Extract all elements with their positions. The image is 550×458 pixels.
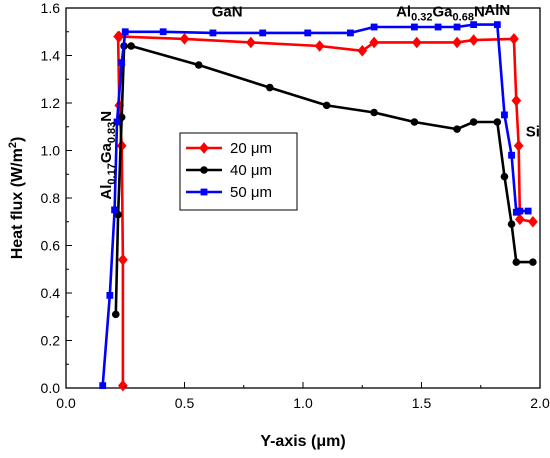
data-point — [314, 40, 325, 52]
data-point — [113, 118, 121, 126]
legend-marker — [200, 188, 208, 196]
data-point — [410, 23, 418, 31]
legend-entry: 40 μm — [186, 162, 272, 179]
data-point — [468, 34, 479, 46]
y-tick-label: 0.4 — [41, 285, 61, 301]
data-point — [99, 382, 107, 390]
data-point — [194, 61, 203, 69]
data-point — [118, 253, 128, 266]
x-tick-label: 2.0 — [530, 395, 550, 411]
y-tick-label: 0.0 — [41, 380, 61, 396]
plot-area-border — [65, 7, 541, 389]
data-point — [411, 36, 422, 49]
data-point — [524, 207, 532, 215]
series-2 — [111, 42, 537, 319]
data-point — [118, 59, 126, 67]
data-point — [452, 36, 462, 49]
annotation-aln: AlN — [484, 2, 510, 19]
data-point — [369, 36, 379, 49]
data-point — [501, 111, 508, 119]
data-point — [259, 29, 267, 37]
data-point — [127, 42, 135, 50]
data-point — [111, 206, 118, 214]
legend: 20 μm 40 μm 50 μm — [179, 132, 298, 211]
plot-frame — [65, 7, 541, 389]
data-point — [529, 258, 537, 266]
legend-label: 20 μm — [230, 140, 272, 157]
data-point — [509, 33, 519, 45]
series-line — [114, 44, 533, 315]
data-point — [121, 28, 129, 36]
data-point — [500, 172, 509, 181]
annotation-si: Si — [526, 123, 540, 140]
data-point — [453, 23, 461, 31]
data-point — [106, 291, 114, 299]
data-point — [246, 36, 256, 49]
data-point — [470, 21, 478, 29]
data-point — [515, 213, 525, 226]
x-tick-label: 1.0 — [293, 395, 313, 411]
data-point — [453, 125, 461, 133]
legend-marker — [199, 142, 209, 154]
data-point — [410, 118, 419, 126]
region-annotations: GaN Al0.32Ga0.68N AlN Si Al0.17Ga0.83N — [98, 2, 540, 199]
data-point — [516, 207, 524, 215]
y-tick-label: 0.2 — [41, 333, 61, 349]
data-point — [370, 108, 378, 117]
y-tick-label: 1.0 — [41, 143, 61, 159]
y-tick-label: 0.6 — [41, 238, 61, 254]
y-axis-title: Heat flux (W/m2) — [7, 137, 26, 260]
data-point — [159, 28, 167, 36]
axis-ticks: 0.0 0.5 1.0 1.5 2.0 0.0 0.2 0.4 0.6 0.8 1.0 1.2 1.4 1… — [41, 0, 550, 411]
legend-entry: 50 μm — [186, 184, 272, 201]
data-point — [508, 151, 515, 159]
data-point — [469, 118, 478, 126]
series-line — [101, 23, 529, 386]
y-tick-label: 1.2 — [41, 95, 61, 111]
data-point — [512, 208, 520, 216]
data-point — [511, 94, 522, 107]
data-point — [347, 29, 354, 37]
legend-entry: 20 μm — [186, 140, 272, 157]
annotation-algan17: Al0.17Ga0.83N — [98, 111, 118, 200]
data-point — [528, 215, 538, 228]
series-group — [99, 21, 538, 392]
y-tick-label: 1.6 — [41, 0, 61, 16]
data-point — [357, 44, 368, 57]
annotation-algan32: Al0.32Ga0.68N — [396, 3, 485, 23]
series-line — [116, 35, 534, 386]
data-point — [512, 258, 521, 266]
data-point — [322, 101, 331, 110]
data-point — [507, 220, 516, 228]
data-point — [370, 23, 378, 31]
x-tick-label: 1.5 — [412, 395, 432, 411]
x-axis-title: Y-axis (μm) — [260, 433, 345, 450]
legend-marker — [200, 166, 208, 174]
data-point — [209, 29, 217, 37]
y-tick-label: 0.8 — [41, 190, 61, 206]
data-point — [111, 310, 120, 319]
data-point — [434, 23, 442, 31]
legend-box — [179, 132, 298, 211]
series-3 — [99, 21, 532, 390]
data-point — [179, 33, 190, 45]
data-point — [304, 29, 312, 37]
data-point — [493, 118, 502, 126]
series-1 — [113, 30, 538, 392]
x-tick-label: 0.5 — [175, 395, 195, 411]
data-point — [118, 379, 128, 392]
data-point — [493, 21, 501, 29]
legend-label: 40 μm — [230, 162, 272, 179]
data-point — [513, 139, 524, 152]
x-tick-label: 0.0 — [56, 395, 76, 411]
data-point — [266, 83, 274, 92]
y-tick-label: 1.4 — [41, 48, 61, 64]
annotation-gan: GaN — [212, 3, 243, 20]
legend-label: 50 μm — [230, 184, 272, 201]
